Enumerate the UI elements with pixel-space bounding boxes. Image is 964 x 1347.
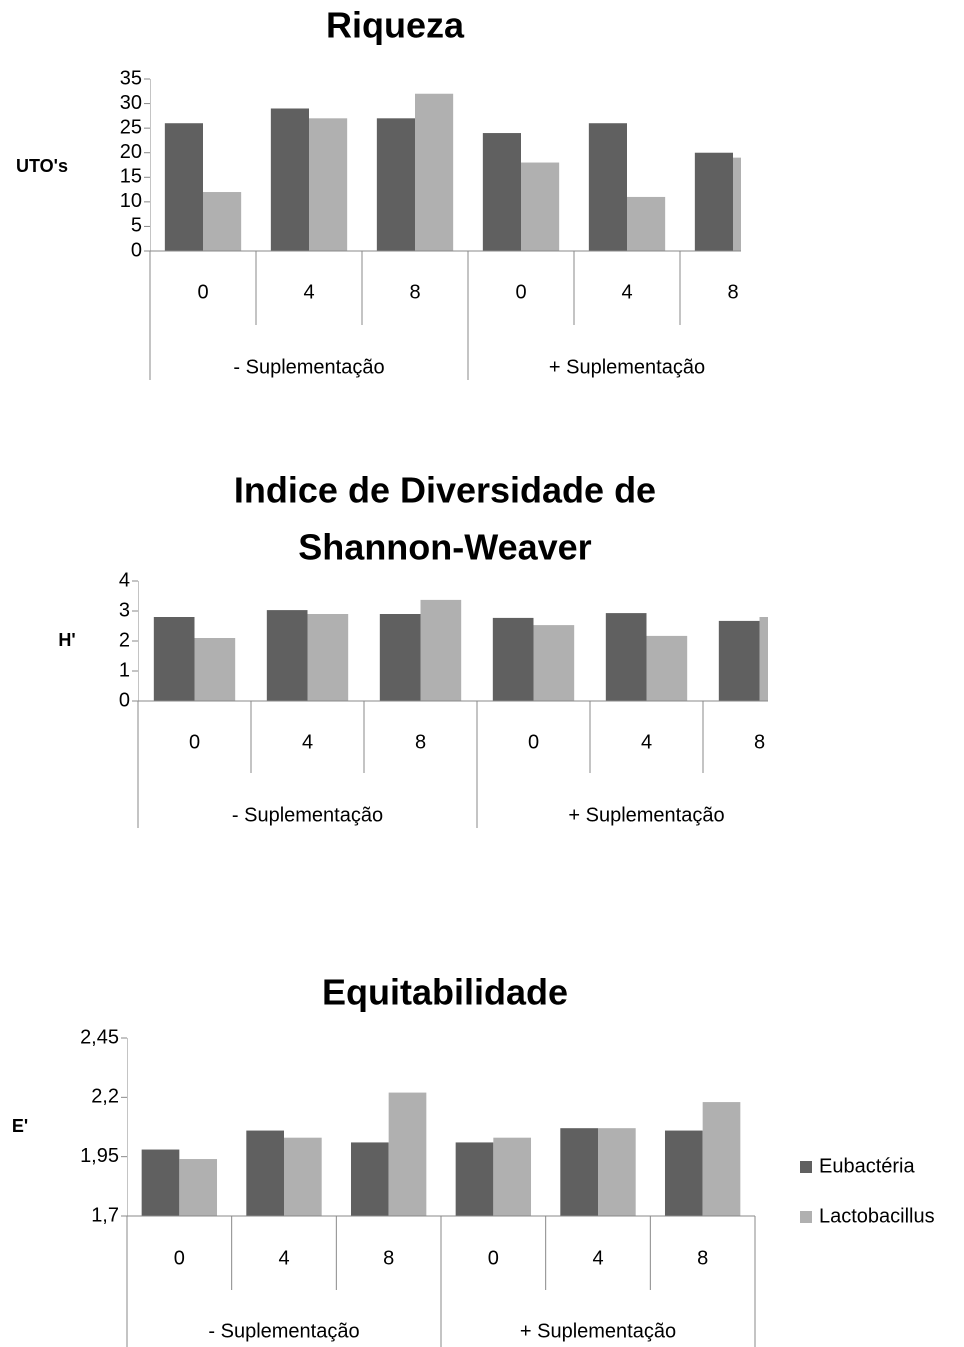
legend-label: Eubactéria <box>819 1155 915 1177</box>
y-axis-label: E' <box>12 1116 28 1136</box>
bar <box>164 123 203 251</box>
bar <box>153 617 195 701</box>
x-tick-label: 0 <box>197 281 208 303</box>
x-tick-label: 8 <box>415 731 426 753</box>
plot <box>138 581 768 702</box>
bar <box>718 620 760 701</box>
y-tick-label: 2,45 <box>80 1026 119 1048</box>
bar <box>482 133 521 251</box>
bar <box>246 1130 284 1216</box>
chart-title: Riqueza <box>326 5 465 46</box>
bar <box>694 152 733 251</box>
x-tick-label: 0 <box>515 281 526 303</box>
y-tick-label: 10 <box>120 190 142 212</box>
bar <box>533 625 575 701</box>
legend-label: Lactobacillus <box>819 1205 935 1227</box>
y-tick-label: 1 <box>119 659 130 681</box>
bar <box>598 1128 636 1216</box>
bar <box>350 1142 389 1216</box>
bar <box>420 599 462 701</box>
bar <box>179 1159 218 1216</box>
y-tick-label: 2,2 <box>91 1086 119 1108</box>
bar <box>560 1128 598 1216</box>
bar <box>664 1130 703 1216</box>
x-tick-label: 4 <box>641 731 652 753</box>
chart-title: Equitabilidade <box>322 972 568 1013</box>
bar <box>733 157 741 251</box>
x-tick-label: 8 <box>697 1247 708 1269</box>
bar <box>309 118 348 251</box>
bar <box>270 108 309 251</box>
legend-swatch <box>800 1161 812 1173</box>
bar <box>627 196 666 251</box>
y-tick-label: 20 <box>120 141 142 163</box>
group-label: + Suplementação <box>549 356 705 378</box>
group-label: - Suplementação <box>233 356 384 378</box>
bar <box>605 613 647 701</box>
y-tick-label: 0 <box>119 689 130 711</box>
bar <box>203 192 242 251</box>
x-tick-label: 0 <box>488 1247 499 1269</box>
x-tick-label: 0 <box>189 731 200 753</box>
bar <box>702 1102 741 1216</box>
x-tick-label: 0 <box>528 731 539 753</box>
y-tick-label: 3 <box>119 599 130 621</box>
y-axis-label: H' <box>58 630 75 650</box>
y-axis-label: UTO's <box>16 156 68 176</box>
plot <box>150 79 741 252</box>
y-tick-label: 1,7 <box>91 1204 119 1226</box>
y-tick-label: 2 <box>119 629 130 651</box>
y-tick-label: 0 <box>131 239 142 261</box>
bar <box>588 123 627 251</box>
group-label: + Suplementação <box>568 804 724 826</box>
bar <box>307 614 349 701</box>
y-tick-label: 25 <box>120 116 142 138</box>
bar <box>492 617 534 701</box>
bar <box>521 162 560 251</box>
plot <box>127 1038 755 1217</box>
bar <box>646 635 688 701</box>
bar <box>493 1137 532 1216</box>
x-tick-label: 8 <box>754 731 765 753</box>
bar <box>455 1142 494 1216</box>
group-label: - Suplementação <box>208 1320 359 1342</box>
chart: Equitabilidade E' 1,7 1,95 2,2 2,45 0 4 8 0 4 8 - Su… <box>12 972 935 1347</box>
legend-swatch <box>800 1211 812 1223</box>
x-tick-label: 8 <box>383 1247 394 1269</box>
x-tick-label: 0 <box>174 1247 185 1269</box>
x-tick-label: 4 <box>303 281 314 303</box>
y-tick-label: 4 <box>119 569 130 591</box>
bar <box>376 118 415 251</box>
chart-title: Indice de Diversidade de <box>234 470 656 511</box>
y-tick-label: 30 <box>120 92 142 114</box>
x-tick-label: 4 <box>621 281 632 303</box>
x-tick-label: 4 <box>592 1247 603 1269</box>
bar <box>284 1137 322 1216</box>
x-tick-label: 8 <box>409 281 420 303</box>
group-label: + Suplementação <box>520 1320 676 1342</box>
bar <box>194 638 236 701</box>
bar <box>266 610 308 701</box>
y-tick-label: 15 <box>120 166 142 188</box>
group-label: - Suplementação <box>232 804 383 826</box>
y-tick-label: 35 <box>120 67 142 89</box>
x-tick-label: 8 <box>727 281 738 303</box>
chart-title: Shannon-Weaver <box>298 527 591 568</box>
x-tick-label: 4 <box>278 1247 289 1269</box>
bar <box>388 1092 427 1216</box>
bar <box>759 617 768 701</box>
bar <box>379 614 421 701</box>
chart: Indice de Diversidade de Shannon-Weaver H'… <box>58 470 768 828</box>
bar <box>415 93 454 251</box>
y-tick-label: 5 <box>131 215 142 237</box>
bar <box>141 1149 180 1216</box>
x-tick-label: 4 <box>302 731 313 753</box>
y-tick-label: 1,95 <box>80 1145 119 1167</box>
